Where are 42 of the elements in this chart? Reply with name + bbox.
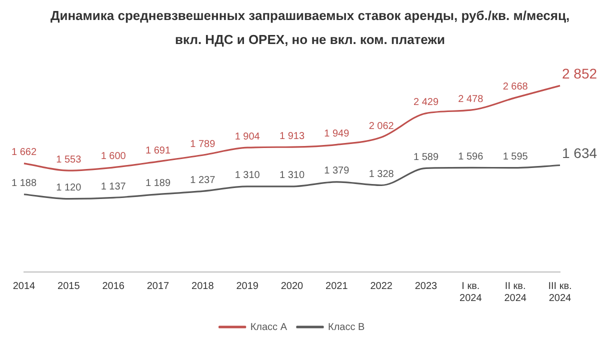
data-label: 1 634 [562, 145, 598, 162]
data-label: 1 310 [279, 170, 305, 182]
chart-title: Динамика средневзвешенных запрашиваемых ставок аренды, руб./кв. м/месяц, вкл. НДС и OPEX, но не вкл. ком. платежи [49, 7, 571, 49]
x-tick-label: III кв. 2024 [548, 280, 572, 304]
data-label: 1 589 [413, 152, 439, 163]
data-label: 2 852 [562, 66, 598, 82]
data-label: 1 691 [145, 145, 171, 156]
data-label: 1 904 [234, 131, 260, 142]
x-tick-label: 2015 [58, 280, 80, 292]
data-label: 1 600 [100, 151, 126, 162]
data-label: 2 062 [368, 121, 394, 132]
data-label: 2 429 [413, 97, 439, 108]
x-tick-label: I кв. 2024 [460, 280, 482, 304]
data-label: 2 668 [502, 81, 528, 92]
legend-label: Класс А [250, 322, 288, 333]
x-tick-label: II кв. 2024 [504, 280, 527, 304]
data-label: 1 379 [324, 166, 350, 177]
data-label: 1 237 [190, 174, 216, 186]
x-tick-label: 2021 [326, 280, 348, 292]
data-label: 1 949 [324, 128, 350, 140]
x-tick-label: 2022 [370, 280, 393, 292]
x-tick-label: 2020 [280, 280, 304, 292]
x-tick-label: 2017 [146, 280, 170, 292]
data-label: 1 596 [458, 151, 484, 162]
x-tick-label: 2023 [414, 280, 438, 292]
x-tick-label: 2014 [12, 280, 36, 292]
data-label: 1 137 [100, 181, 126, 192]
data-label: 1 120 [56, 182, 82, 194]
data-label: 1 789 [190, 138, 216, 150]
data-label: 1 662 [11, 147, 37, 158]
data-label: 1 189 [145, 178, 171, 190]
x-tick-label: 2016 [102, 280, 125, 292]
x-tick-label: 2018 [192, 280, 214, 292]
data-label: 2 478 [458, 94, 484, 105]
data-label: 1 913 [279, 130, 305, 142]
data-label: 1 595 [502, 152, 528, 163]
x-tick-label: 2019 [236, 280, 259, 292]
data-label: 1 188 [11, 178, 37, 190]
legend-label: Класс В [328, 322, 365, 333]
data-label: 1 553 [56, 154, 82, 166]
data-label: 1 328 [368, 168, 394, 180]
data-label: 1 310 [234, 170, 260, 182]
